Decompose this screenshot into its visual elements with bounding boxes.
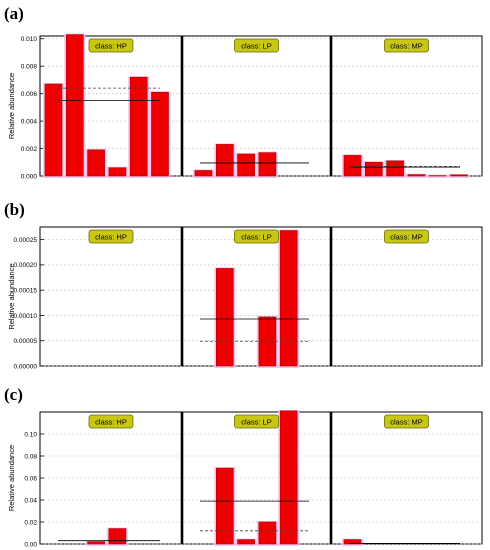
class-badge	[88, 229, 134, 244]
bar	[87, 149, 105, 177]
panel-label: (a)	[4, 4, 24, 23]
class-group-2: class: LP	[193, 38, 309, 178]
class-group-3: class: MP	[342, 414, 460, 546]
y-axis-label: Relative abundance	[7, 263, 16, 329]
bar	[108, 167, 127, 177]
y-tick-label: 0.00	[24, 541, 37, 548]
bar	[407, 174, 426, 177]
class-badge-label: class: MP	[390, 41, 423, 50]
bar	[151, 91, 169, 177]
bar	[108, 528, 127, 545]
y-tick-label: 0.00015	[14, 287, 38, 294]
class-group-3: class: MP	[342, 38, 470, 178]
bar	[343, 539, 362, 545]
y-axis-label: Relative abundance	[7, 445, 16, 511]
class-badge	[234, 414, 279, 429]
bar	[216, 268, 234, 367]
bar	[386, 160, 404, 177]
y-tick-label: 0.04	[24, 497, 37, 504]
class-badge	[234, 229, 279, 244]
y-tick-label: 0.006	[21, 91, 38, 98]
y-tick-label: 0.008	[21, 63, 38, 70]
class-group-2: class: LP	[200, 409, 309, 546]
bar	[216, 467, 234, 545]
class-group-1: class: HP	[88, 229, 134, 244]
y-tick-label: 0.02	[24, 519, 37, 526]
y-tick-label: 0.004	[21, 118, 38, 125]
class-group-1: class: HP	[58, 414, 160, 546]
class-group-2: class: LP	[200, 229, 309, 368]
y-tick-label: 0.010	[21, 36, 38, 43]
bar	[129, 76, 148, 177]
y-tick-label: 0.002	[21, 146, 38, 153]
y-tick-label: 0.00010	[14, 313, 38, 320]
y-tick-label: 0.00005	[14, 338, 38, 345]
class-badge	[88, 414, 134, 429]
class-badge	[384, 414, 429, 429]
y-axis-label: Relative abundance	[7, 73, 16, 139]
class-badge	[88, 38, 134, 53]
bar	[343, 155, 362, 177]
bar	[258, 152, 277, 177]
bar	[279, 410, 298, 545]
y-tick-label: 0.06	[24, 475, 37, 482]
bar	[450, 174, 468, 177]
class-badge	[384, 38, 429, 53]
y-tick-label: 0.000	[21, 173, 38, 180]
bar	[66, 34, 84, 177]
class-group-3: class: MP	[384, 229, 429, 244]
bar	[237, 153, 255, 177]
panel-label: (b)	[4, 200, 25, 219]
y-tick-label: 0.00000	[14, 363, 38, 370]
y-tick-label: 0.00025	[14, 237, 38, 244]
chart-panel-1: (a) 0.000 0.002 0.004 0.006 0.008 0.010 Relativ…	[4, 4, 483, 180]
class-badge-label: class: LP	[241, 41, 271, 50]
bar	[258, 521, 277, 545]
class-badge	[234, 38, 279, 53]
bar	[44, 83, 63, 177]
class-badge-label: class: HP	[95, 41, 127, 50]
class-badge-label: class: MP	[390, 417, 423, 426]
chart-panel-3: (c) 0.00 0.02 0.04 0.06 0.08 0.10 Relative abun…	[4, 385, 483, 548]
class-badge-label: class: HP	[95, 417, 127, 426]
bar	[364, 161, 383, 177]
class-badge	[384, 229, 429, 244]
panel-label: (c)	[4, 385, 23, 404]
y-tick-label: 0.10	[24, 431, 37, 438]
bar	[194, 170, 213, 177]
class-badge-label: class: MP	[390, 232, 423, 241]
bar	[216, 144, 234, 177]
class-badge-label: class: HP	[95, 232, 127, 241]
class-group-1: class: HP	[43, 33, 171, 179]
bar	[237, 539, 255, 545]
bar	[279, 230, 298, 367]
class-badge-label: class: LP	[241, 417, 271, 426]
class-badge-label: class: LP	[241, 232, 271, 241]
y-tick-label: 0.00020	[14, 262, 38, 269]
bar	[87, 541, 105, 545]
y-tick-label: 0.08	[24, 453, 37, 460]
chart-panel-2: (b) 0.00000 0.00005 0.00010 0.00015 0.00020 0.…	[4, 200, 483, 370]
